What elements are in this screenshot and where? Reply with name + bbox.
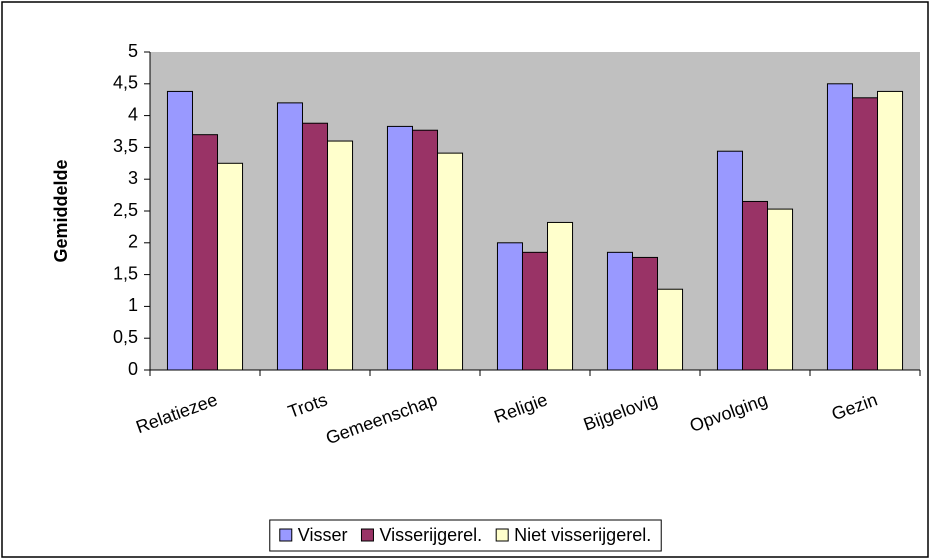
bar xyxy=(496,242,523,371)
bar xyxy=(191,134,219,371)
bar xyxy=(767,208,794,371)
y-tick-label: 4 xyxy=(128,104,138,124)
bar xyxy=(386,125,413,371)
bar xyxy=(657,288,684,371)
legend-label: Niet visserijgerel. xyxy=(514,525,651,545)
bar xyxy=(741,200,769,371)
bar xyxy=(826,83,853,371)
legend-box xyxy=(269,519,662,552)
y-tick-label: 2 xyxy=(128,232,138,252)
y-tick-label: 1 xyxy=(128,295,138,315)
bar xyxy=(276,102,303,371)
bar xyxy=(606,251,633,371)
legend-label: Visser xyxy=(298,525,348,545)
bar xyxy=(631,256,659,371)
legend: Visser Visserijgerel. Niet visserijgerel. xyxy=(269,519,662,552)
legend-swatch xyxy=(360,528,374,542)
bar xyxy=(437,152,464,371)
y-tick-label: 3 xyxy=(128,168,138,188)
bar xyxy=(411,129,439,371)
y-tick-label: 5 xyxy=(128,41,138,61)
y-tick-label: 2,5 xyxy=(113,200,138,220)
bar xyxy=(547,221,574,371)
bar xyxy=(166,90,193,371)
y-axis-title: Gemiddelde xyxy=(51,159,71,262)
y-tick-label: 3,5 xyxy=(113,136,138,156)
y-tick-label: 4,5 xyxy=(113,73,138,93)
y-tick-label: 1,5 xyxy=(113,263,138,283)
bar xyxy=(327,140,354,371)
bar xyxy=(716,150,743,371)
legend-swatch xyxy=(495,528,509,542)
bar xyxy=(217,162,244,371)
bar xyxy=(301,122,329,371)
y-tick-label: 0,5 xyxy=(113,327,138,347)
y-tick-label: 0 xyxy=(128,359,138,379)
legend-swatch xyxy=(279,528,293,542)
legend-label: Visserijgerel. xyxy=(379,525,482,545)
bar xyxy=(521,251,549,371)
bar xyxy=(877,90,904,371)
bar xyxy=(851,97,879,371)
